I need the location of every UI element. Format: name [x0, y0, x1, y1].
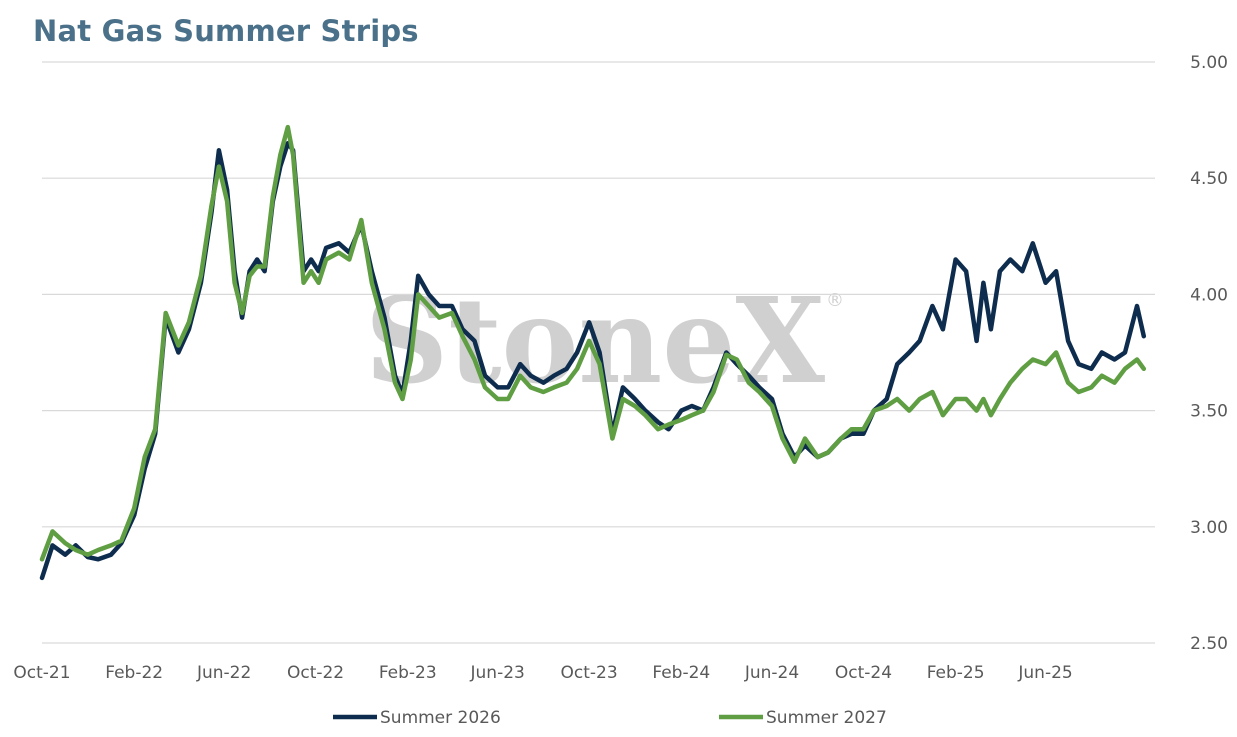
legend-label: Summer 2026 — [380, 708, 501, 728]
x-tick-label: Jun-24 — [744, 663, 799, 683]
x-tick-label: Oct-21 — [13, 663, 70, 683]
legend: Summer 2026 Summer 2027 — [333, 708, 887, 728]
x-tick-label: Feb-24 — [652, 663, 710, 683]
registered-mark: ® — [826, 290, 844, 311]
x-axis-ticks: Oct-21 Feb-22 Jun-22 Oct-22 Feb-23 Jun-23 Oct-… — [13, 663, 1072, 683]
y-tick-label: 4.50 — [1190, 169, 1228, 189]
y-axis-ticks: 5.00 4.50 4.00 3.50 3.00 2.50 — [1190, 53, 1228, 654]
chart-title: Nat Gas Summer Strips — [33, 14, 419, 48]
x-tick-label: Oct-22 — [287, 663, 344, 683]
x-tick-label: Oct-23 — [561, 663, 618, 683]
series-line-summer-2027 — [39, 124, 1147, 562]
y-tick-label: 5.00 — [1190, 53, 1228, 73]
y-tick-label: 3.50 — [1190, 402, 1228, 422]
y-tick-label: 2.50 — [1190, 634, 1228, 654]
x-tick-label: Feb-25 — [927, 663, 985, 683]
x-tick-label: Jun-22 — [196, 663, 251, 683]
x-tick-label: Jun-25 — [1017, 663, 1072, 683]
x-tick-label: Feb-23 — [379, 663, 437, 683]
legend-label: Summer 2027 — [766, 708, 887, 728]
x-tick-label: Jun-23 — [470, 663, 525, 683]
gridlines — [42, 61, 1155, 644]
x-tick-label: Feb-22 — [105, 663, 163, 683]
x-tick-label: Oct-24 — [835, 663, 892, 683]
y-tick-label: 4.00 — [1190, 285, 1228, 305]
series-lines — [39, 124, 1147, 581]
y-tick-label: 3.00 — [1190, 518, 1228, 538]
